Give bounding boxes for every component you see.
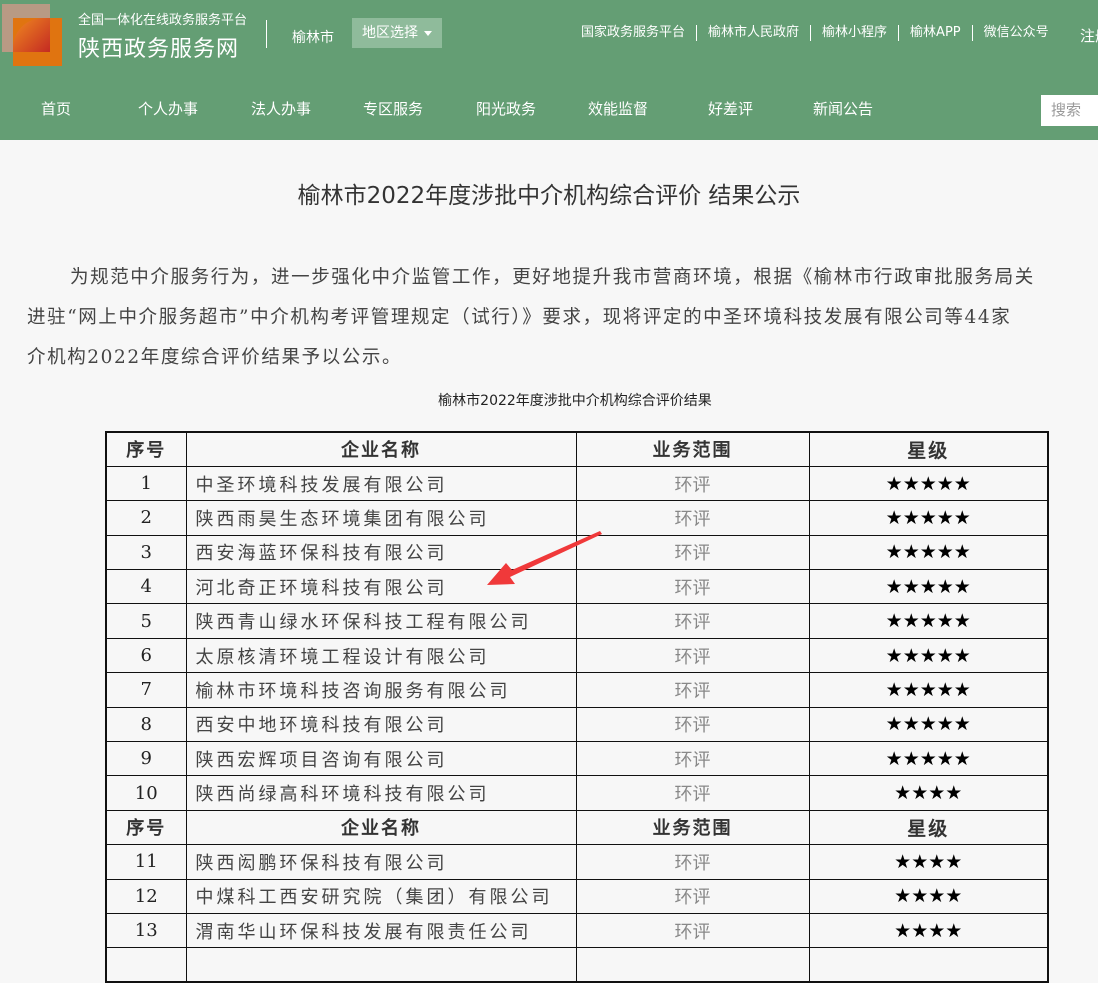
nav-home[interactable]: 首页 bbox=[41, 100, 72, 118]
table-row: 8 西安中地环境科技有限公司 环评 ★★★★★ bbox=[105, 706, 1049, 743]
paragraph-line: 为规范中介服务行为，进一步强化中介监管工作，更好地提升我市营商环境，根据《榆林市… bbox=[70, 267, 1035, 288]
table-row: 6 太原核清环境工程设计有限公司 环评 ★★★★★ bbox=[105, 637, 1049, 674]
company-name: 陕西宏辉项目咨询有限公司 bbox=[185, 741, 577, 777]
current-city: 榆林市 bbox=[292, 30, 334, 46]
table-row: 3 西安海蓝环保科技有限公司 环评 ★★★★★ bbox=[105, 534, 1049, 571]
row-number: 13 bbox=[105, 912, 187, 949]
company-name: 陕西闳鹏环保科技有限公司 bbox=[185, 844, 577, 880]
table-header-row: 序号 企业名称 业务范围 星级 bbox=[105, 809, 1049, 846]
top-links: 国家政务服务平台 榆林市人民政府 榆林小程序 榆林APP 微信公众号 bbox=[581, 25, 1060, 41]
business-scope: 环评 bbox=[575, 465, 810, 502]
register-link[interactable]: 注册 bbox=[1080, 27, 1098, 45]
table-row: 2 陕西雨昊生态环境集团有限公司 环评 ★★★★★ bbox=[105, 500, 1049, 536]
site-name[interactable]: 陕西政务服务网 bbox=[78, 37, 240, 62]
star-rating: ★★★★ bbox=[808, 878, 1049, 914]
nav-rating[interactable]: 好差评 bbox=[708, 100, 754, 118]
site-logo[interactable] bbox=[2, 4, 62, 66]
company-name: 西安中地环境科技有限公司 bbox=[185, 706, 577, 743]
nav-news[interactable]: 新闻公告 bbox=[813, 100, 874, 118]
row-number: 11 bbox=[105, 844, 187, 880]
caret-down-icon bbox=[424, 30, 432, 36]
red-arrow-annotation bbox=[487, 531, 602, 585]
business-scope: 环评 bbox=[575, 706, 810, 743]
star-rating: ★★★★★ bbox=[808, 741, 1049, 777]
search-input[interactable]: 搜索 bbox=[1041, 95, 1098, 126]
business-scope: 环评 bbox=[575, 534, 810, 571]
region-select[interactable]: 地区选择 bbox=[352, 18, 442, 48]
company-name: 渭南华山环保科技发展有限责任公司 bbox=[185, 912, 577, 949]
link-mini-program[interactable]: 榆林小程序 bbox=[810, 25, 898, 41]
row-number: 10 bbox=[105, 775, 187, 811]
business-scope: 环评 bbox=[575, 672, 810, 708]
row-number: 4 bbox=[105, 569, 187, 605]
paragraph-line: 介机构2022年度综合评价结果予以公示。 bbox=[27, 347, 403, 368]
business-scope: 环评 bbox=[575, 637, 810, 674]
star-rating: ★★★★★ bbox=[808, 637, 1049, 674]
star-rating: ★★★★★ bbox=[808, 672, 1049, 708]
table-row: 12 中煤科工西安研究院（集团）有限公司 环评 ★★★★ bbox=[105, 878, 1049, 914]
link-yulin-gov[interactable]: 榆林市人民政府 bbox=[696, 25, 810, 41]
row-number: 12 bbox=[105, 878, 187, 914]
nav-corporate[interactable]: 法人办事 bbox=[251, 100, 312, 118]
region-select-label: 地区选择 bbox=[362, 25, 418, 41]
column-header: 业务范围 bbox=[575, 809, 810, 846]
star-rating: ★★★★★ bbox=[808, 603, 1049, 639]
nav-special[interactable]: 专区服务 bbox=[363, 100, 424, 118]
link-app[interactable]: 榆林APP bbox=[898, 25, 972, 41]
page-title: 榆林市2022年度涉批中介机构综合评价 结果公示 bbox=[297, 183, 801, 209]
table-row: 7 榆林市环境科技咨询服务有限公司 环评 ★★★★★ bbox=[105, 672, 1049, 708]
table-row: 1 中圣环境科技发展有限公司 环评 ★★★★★ bbox=[105, 465, 1049, 502]
row-number: 2 bbox=[105, 500, 187, 536]
business-scope: 环评 bbox=[575, 878, 810, 914]
company-name: 陕西雨昊生态环境集团有限公司 bbox=[185, 500, 577, 536]
nav-sunshine[interactable]: 阳光政务 bbox=[476, 100, 537, 118]
nav-personal[interactable]: 个人办事 bbox=[138, 100, 199, 118]
divider bbox=[266, 20, 267, 48]
business-scope: 环评 bbox=[575, 912, 810, 949]
business-scope: 环评 bbox=[575, 569, 810, 605]
platform-label: 全国一体化在线政务服务平台 bbox=[78, 13, 248, 28]
star-rating: ★★★★ bbox=[808, 912, 1049, 949]
company-name: 中煤科工西安研究院（集团）有限公司 bbox=[185, 878, 577, 914]
company-name: 陕西尚绿高科环境科技有限公司 bbox=[185, 775, 577, 811]
row-number: 5 bbox=[105, 603, 187, 639]
link-wechat[interactable]: 微信公众号 bbox=[971, 25, 1060, 41]
star-rating: ★★★★★ bbox=[808, 706, 1049, 743]
star-rating: ★★★★★ bbox=[808, 465, 1049, 502]
nav-supervision[interactable]: 效能监督 bbox=[588, 100, 649, 118]
business-scope: 环评 bbox=[575, 500, 810, 536]
company-name: 太原核清环境工程设计有限公司 bbox=[185, 637, 577, 674]
star-rating: ★★★★★ bbox=[808, 500, 1049, 536]
column-header: 序号 bbox=[105, 809, 187, 846]
table-row: 13 渭南华山环保科技发展有限责任公司 环评 ★★★★ bbox=[105, 912, 1049, 949]
star-rating: ★★★★★ bbox=[808, 534, 1049, 571]
link-national-platform[interactable]: 国家政务服务平台 bbox=[581, 25, 686, 40]
company-name: 榆林市环境科技咨询服务有限公司 bbox=[185, 672, 577, 708]
row-number: 8 bbox=[105, 706, 187, 743]
table-header-row: 序号 企业名称 业务范围 星级 bbox=[105, 431, 1049, 467]
company-name: 西安海蓝环保科技有限公司 bbox=[185, 534, 577, 571]
column-header: 星级 bbox=[808, 809, 1049, 846]
table-title: 榆林市2022年度涉批中介机构综合评价结果 bbox=[438, 393, 712, 409]
table-row: 5 陕西青山绿水环保科技工程有限公司 环评 ★★★★★ bbox=[105, 603, 1049, 639]
paragraph-line: 进驻“网上中介服务超市”中介机构考评管理规定（试行）》要求，现将评定的中圣环境科… bbox=[27, 307, 1012, 328]
site-header: 全国一体化在线政务服务平台 陕西政务服务网 榆林市 地区选择 国家政务服务平台 … bbox=[0, 0, 1098, 140]
table-row-partial bbox=[105, 947, 1049, 983]
column-header: 企业名称 bbox=[185, 431, 577, 467]
star-rating: ★★★★★ bbox=[808, 569, 1049, 605]
